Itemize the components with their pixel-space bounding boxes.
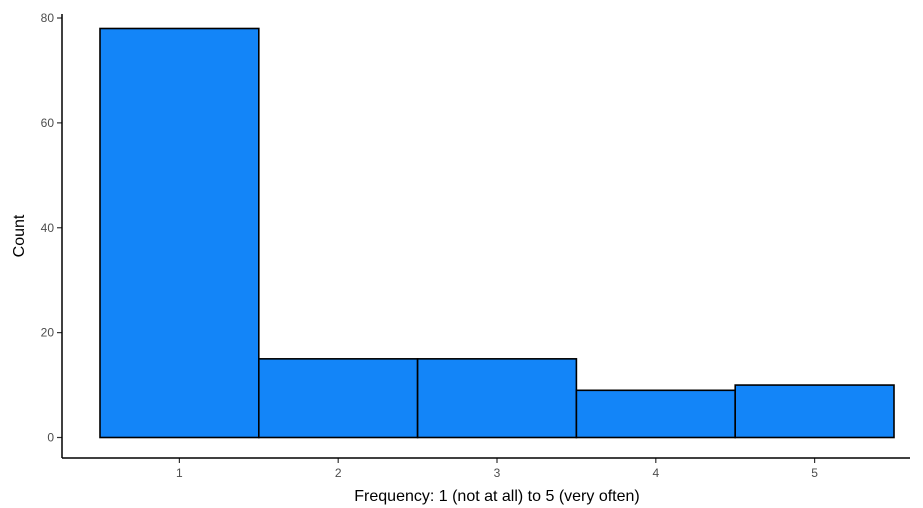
bar-1 [99, 27, 260, 439]
x-tick-label: 3 [494, 466, 501, 480]
y-tick-label: 0 [47, 431, 54, 445]
y-tick-label: 80 [41, 11, 55, 25]
y-tick-label: 20 [41, 326, 55, 340]
bar-3 [416, 358, 578, 439]
x-tick-label: 5 [811, 466, 818, 480]
x-tick-label: 2 [335, 466, 342, 480]
bar-4 [575, 389, 737, 439]
x-axis-title: Frequency: 1 (not at all) to 5 (very oft… [354, 488, 639, 505]
y-axis-ticks: 0 20 40 60 80 [41, 11, 62, 445]
x-tick-label: 1 [176, 466, 183, 480]
x-axis-ticks: 1 2 3 4 5 [176, 458, 818, 480]
bars-group [99, 27, 895, 439]
y-axis-title: Count [11, 214, 28, 257]
x-tick-label: 4 [652, 466, 659, 480]
y-tick-label: 60 [41, 116, 55, 130]
bar-2 [257, 358, 419, 439]
bar-5 [734, 384, 895, 439]
y-tick-label: 40 [41, 221, 55, 235]
